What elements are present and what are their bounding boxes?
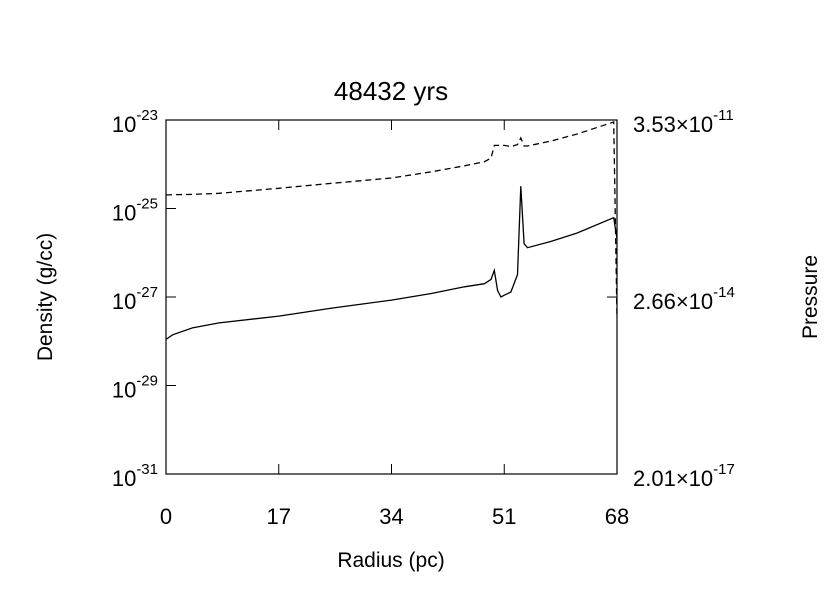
tick-exp: -31 [136,461,158,478]
tick-base: 10 [112,466,136,491]
tick-base: 10 [112,112,136,137]
tick-label: 10-29 [112,373,158,403]
y2-axis-label: Pressure [799,255,822,339]
tick-base: 10 [112,289,136,314]
tick-label: 10-23 [112,107,158,137]
tick-base: 10 [112,201,136,226]
tick-exp: -27 [136,284,158,301]
y-axis-label: Density (g/cc) [34,233,57,361]
tick-base: 3.53×10 [633,112,713,137]
tick-exp: -23 [136,107,158,124]
series-line [165,121,618,319]
tick-label: 10-31 [112,461,158,491]
tick-label: 3.53×10-11 [633,107,734,137]
x-tick-label: 17 [267,504,291,529]
x-tick-label: 68 [605,504,629,529]
tick-label: 2.01×10-17 [633,461,735,491]
tick-base: 2.66×10 [633,289,713,314]
x-tick-label: 34 [379,504,403,529]
series-line [165,186,618,340]
tick-exp: -11 [713,107,734,124]
tick-exp: -17 [713,461,735,478]
tick-base: 10 [112,378,136,403]
tick-label: 10-27 [112,284,158,314]
x-axis-label: Radius (pc) [337,549,444,572]
tick-exp: -25 [136,196,158,213]
x-tick-label: 0 [160,504,172,529]
chart-title: 48432 yrs [334,76,448,106]
tick-label: 10-25 [112,196,158,226]
x-tick-label: 51 [492,504,516,529]
tick-label: 2.66×10-14 [633,284,735,314]
tick-exp: -14 [713,284,735,301]
tick-exp: -29 [136,373,158,390]
plot-frame [165,119,618,475]
tick-base: 2.01×10 [633,466,713,491]
